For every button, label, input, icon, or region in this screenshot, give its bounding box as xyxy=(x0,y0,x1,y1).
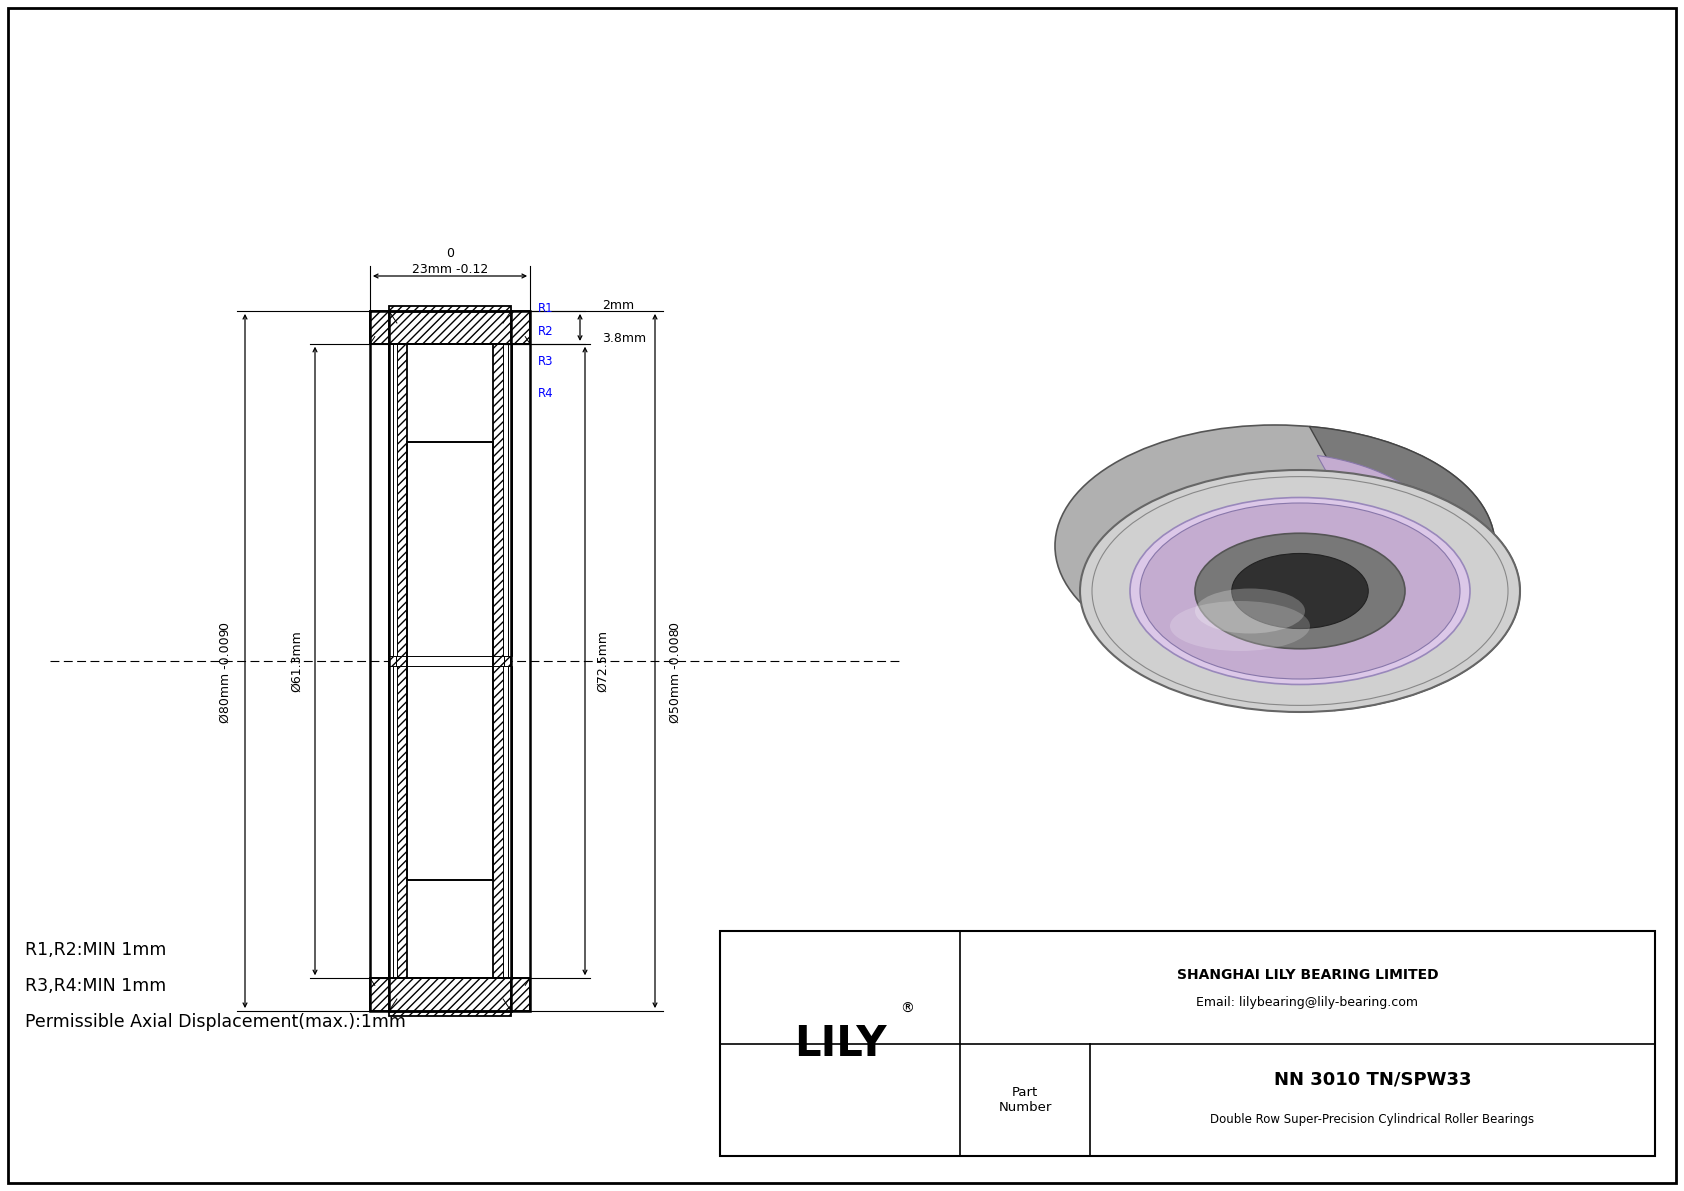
Text: Double Row Super-Precision Cylindrical Roller Bearings: Double Row Super-Precision Cylindrical R… xyxy=(1211,1114,1534,1127)
Ellipse shape xyxy=(1079,470,1521,712)
Text: R2: R2 xyxy=(537,325,554,338)
Bar xyxy=(370,978,530,1011)
Bar xyxy=(392,666,397,978)
Text: 3.8mm: 3.8mm xyxy=(601,332,647,345)
Bar xyxy=(504,666,509,978)
Ellipse shape xyxy=(1170,488,1379,604)
Text: 23mm -0.12: 23mm -0.12 xyxy=(413,263,488,276)
Polygon shape xyxy=(1314,492,1404,644)
Ellipse shape xyxy=(1231,554,1367,629)
Text: Permissible Axial Displacement(max.):1mm: Permissible Axial Displacement(max.):1mm xyxy=(25,1014,406,1031)
Ellipse shape xyxy=(1054,425,1495,667)
Text: R3,R4:MIN 1mm: R3,R4:MIN 1mm xyxy=(25,977,167,994)
Polygon shape xyxy=(1317,455,1470,681)
Text: 0: 0 xyxy=(669,622,682,630)
Text: ®: ® xyxy=(899,1002,914,1016)
Bar xyxy=(493,344,510,978)
Bar xyxy=(389,666,392,978)
Bar xyxy=(507,344,512,656)
Text: Part
Number: Part Number xyxy=(999,1086,1052,1114)
Ellipse shape xyxy=(1170,601,1310,651)
Bar xyxy=(389,306,510,344)
Text: SHANGHAI LILY BEARING LIMITED: SHANGHAI LILY BEARING LIMITED xyxy=(1177,968,1438,983)
Text: 0: 0 xyxy=(219,622,231,630)
Text: 2mm: 2mm xyxy=(601,299,635,312)
Bar xyxy=(389,442,510,880)
Text: R1: R1 xyxy=(537,303,554,316)
Text: R4: R4 xyxy=(537,387,554,400)
Ellipse shape xyxy=(1130,498,1470,685)
Text: R1,R2:MIN 1mm: R1,R2:MIN 1mm xyxy=(25,941,167,959)
Bar xyxy=(721,931,1655,1156)
Bar xyxy=(370,311,530,1011)
Text: Ø61.3mm: Ø61.3mm xyxy=(291,630,303,692)
Text: NN 3010 TN/SPW33: NN 3010 TN/SPW33 xyxy=(1273,1071,1472,1089)
Bar xyxy=(507,666,512,978)
Text: Email: lilybearing@lily-bearing.com: Email: lilybearing@lily-bearing.com xyxy=(1197,996,1418,1009)
Text: Ø72.5mm: Ø72.5mm xyxy=(596,630,610,692)
Bar xyxy=(389,344,392,656)
Ellipse shape xyxy=(1140,503,1460,679)
Text: Ø50mm -0.008: Ø50mm -0.008 xyxy=(669,629,682,723)
Text: LILY: LILY xyxy=(793,1023,886,1065)
Bar xyxy=(389,978,510,1016)
Bar xyxy=(389,344,408,978)
Text: Ø80mm -0.009: Ø80mm -0.009 xyxy=(219,629,231,723)
Polygon shape xyxy=(1310,426,1521,711)
Ellipse shape xyxy=(1196,588,1305,634)
Bar xyxy=(370,311,530,344)
Ellipse shape xyxy=(1196,534,1404,649)
Bar xyxy=(392,344,397,656)
Text: R3: R3 xyxy=(537,355,554,368)
Text: 0: 0 xyxy=(446,248,455,261)
Bar xyxy=(504,344,509,656)
